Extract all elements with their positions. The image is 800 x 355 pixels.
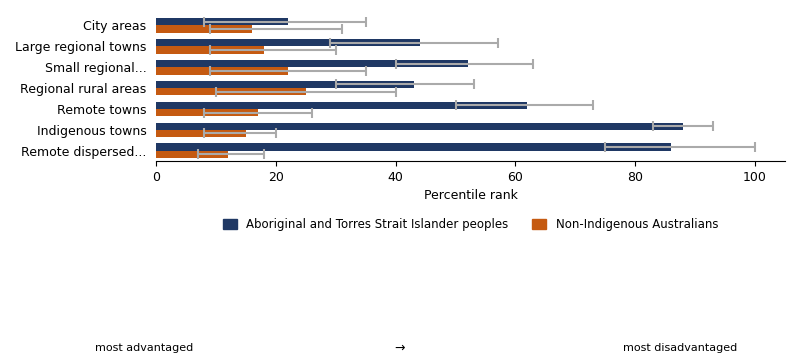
Bar [156, 143, 671, 151]
Text: most disadvantaged: most disadvantaged [623, 343, 737, 354]
Bar [156, 39, 420, 46]
Bar [156, 26, 252, 33]
Text: →: → [394, 342, 406, 354]
Bar [156, 130, 246, 137]
Bar [156, 46, 264, 54]
Bar [156, 60, 467, 67]
Bar [156, 122, 683, 130]
X-axis label: Percentile rank: Percentile rank [424, 190, 518, 202]
Bar [156, 151, 228, 158]
Bar [156, 102, 527, 109]
Legend: Aboriginal and Torres Strait Islander peoples, Non-Indigenous Australians: Aboriginal and Torres Strait Islander pe… [222, 218, 718, 231]
Bar [156, 109, 258, 116]
Text: most advantaged: most advantaged [95, 343, 193, 354]
Bar [156, 18, 288, 26]
Bar [156, 88, 306, 95]
Bar [156, 67, 288, 75]
Bar [156, 81, 414, 88]
